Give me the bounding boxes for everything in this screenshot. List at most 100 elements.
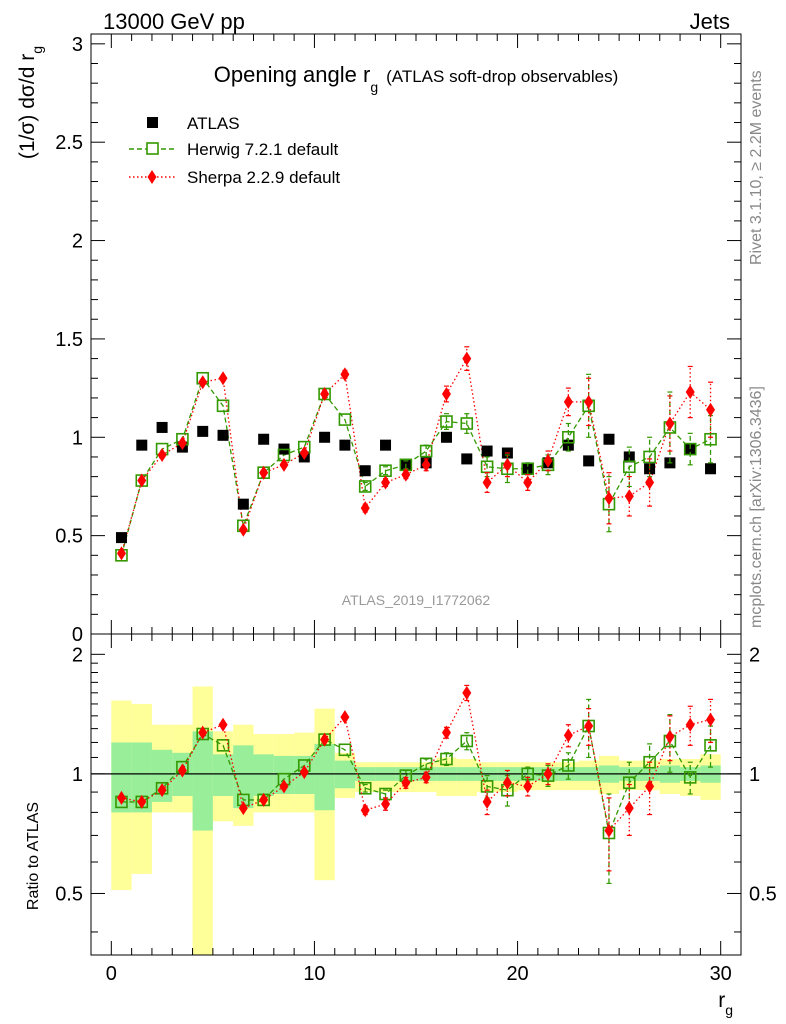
point-herwig	[419, 444, 433, 458]
header-energy: 13000 GeV pp	[103, 9, 245, 34]
point-herwig	[562, 430, 575, 444]
ratio-band-inner-bin	[131, 742, 152, 813]
ratio-point-herwig	[338, 743, 352, 757]
chart-title-suffix: (ATLAS soft-drop observables)	[386, 67, 618, 86]
ratio-tick-label-right: 0.5	[749, 883, 777, 905]
series-line-sherpa	[120, 356, 711, 554]
point-sherpa	[482, 475, 492, 490]
ratio-point-sherpa	[299, 765, 309, 780]
ratio-point-herwig	[440, 752, 453, 766]
point-sherpa	[665, 416, 675, 431]
point-sherpa	[279, 457, 289, 472]
point-herwig	[358, 480, 372, 493]
ratio-point-herwig	[216, 739, 230, 752]
ratio-point-herwig	[683, 771, 697, 784]
ratio-x-ticks: 0 10 20 30	[106, 634, 732, 985]
point-atlas	[583, 455, 595, 467]
header-process: Jets	[690, 9, 730, 34]
main-y-ticks: 0 0.5 1 1.5 2 2.5 3	[55, 34, 741, 646]
legend: ATLAS Herwig 7.2.1 default Sherpa 2.2.9 …	[129, 114, 340, 187]
point-herwig	[683, 442, 697, 456]
point-sherpa	[624, 489, 634, 504]
main-panel: 0 0.5 1 1.5 2 2.5 3 Opening angle rg(ATLAS sof…	[16, 33, 742, 646]
x-tick-label: 0	[106, 963, 117, 985]
x-tick-label: 30	[710, 963, 732, 985]
ratio-point-sherpa	[401, 775, 411, 790]
ratio-band-inner-bin	[253, 754, 274, 796]
point-sherpa	[299, 446, 309, 461]
ratio-point-sherpa	[685, 717, 695, 732]
point-sherpa	[177, 436, 187, 451]
point-atlas	[684, 443, 696, 455]
point-sherpa	[584, 394, 594, 409]
point-atlas	[339, 439, 351, 451]
ratio-point-sherpa	[360, 803, 370, 818]
ratio-marks	[91, 684, 741, 955]
mcplots-label: mcplots.cern.ch [arXiv:1306.3436]	[748, 386, 765, 628]
ratio-point-sherpa	[340, 710, 350, 725]
point-sherpa	[157, 447, 167, 462]
ratio-panel: 0.5 0.5 1 1 2 2 0 10 20 30 Ratio to ATLAS	[25, 633, 777, 985]
legend-label-herwig: Herwig 7.2.1 default	[187, 140, 338, 159]
ratio-point-sherpa	[198, 725, 208, 740]
legend-item-atlas: ATLAS	[147, 114, 240, 133]
y-tick-label: 1	[72, 427, 83, 449]
ratio-band-inner-bin	[192, 731, 213, 831]
ratio-point-sherpa	[177, 763, 187, 778]
analysis-watermark: ATLAS_2019_I1772062	[342, 592, 491, 608]
chart-title: Opening angle rg(ATLAS soft-drop observa…	[214, 62, 618, 95]
ratio-point-sherpa	[238, 801, 248, 816]
ratio-point-sherpa	[482, 794, 492, 809]
y-tick-label: 0	[72, 624, 83, 646]
point-herwig	[216, 399, 230, 413]
ratio-point-herwig	[562, 759, 575, 772]
ratio-point-sherpa	[502, 775, 512, 790]
ratio-band-inner-bin	[314, 743, 335, 811]
legend-marker-atlas	[147, 117, 158, 128]
ratio-line-herwig	[121, 724, 712, 836]
ratio-point-sherpa	[441, 725, 451, 740]
y-tick-label: 2	[72, 231, 83, 253]
point-atlas	[115, 532, 127, 544]
point-herwig	[460, 417, 474, 430]
y-tick-label: 1.5	[55, 329, 83, 351]
ratio-tick-label-left: 0.5	[55, 883, 83, 905]
point-sherpa	[381, 475, 391, 490]
main-x-ticks	[110, 34, 722, 634]
point-sherpa	[421, 457, 431, 472]
point-atlas	[258, 433, 270, 445]
point-sherpa	[604, 491, 614, 506]
point-atlas	[440, 431, 452, 443]
ratio-point-herwig	[622, 776, 636, 790]
point-sherpa	[502, 457, 512, 472]
point-sherpa	[685, 385, 695, 400]
ratio-point-sherpa	[259, 792, 269, 807]
point-sherpa	[401, 467, 411, 482]
point-herwig	[440, 415, 453, 428]
ratio-point-sherpa	[381, 796, 391, 811]
ratio-point-sherpa	[645, 779, 655, 794]
main-marks	[115, 346, 717, 562]
ratio-band-inner-bin	[111, 742, 132, 813]
rivet-label: Rivet 3.1.10, ≥ 2.2M events	[748, 70, 765, 265]
point-atlas	[217, 429, 229, 441]
point-atlas	[705, 463, 717, 475]
legend-item-sherpa: Sherpa 2.2.9 default	[129, 168, 340, 187]
ratio-point-sherpa	[624, 801, 634, 816]
legend-marker-sherpa	[147, 170, 157, 184]
point-atlas	[603, 433, 615, 445]
point-atlas	[237, 498, 249, 510]
ratio-point-sherpa	[584, 718, 594, 733]
point-sherpa	[218, 371, 228, 386]
ratio-point-sherpa	[421, 770, 431, 785]
ratio-tick-label-left: 1	[72, 764, 83, 786]
point-atlas	[461, 453, 473, 465]
y-tick-label: 3	[72, 34, 83, 56]
y-tick-label: 0.5	[55, 526, 83, 548]
ratio-y-ticks: 0.5 0.5 1 1 2 2	[55, 644, 777, 933]
ratio-tick-label-right: 1	[749, 764, 760, 786]
y-axis-label-subscript: g	[29, 46, 45, 54]
y-axis-label: (1/σ) dσ/d rg	[16, 46, 45, 159]
x-tick-label: 10	[303, 963, 325, 985]
